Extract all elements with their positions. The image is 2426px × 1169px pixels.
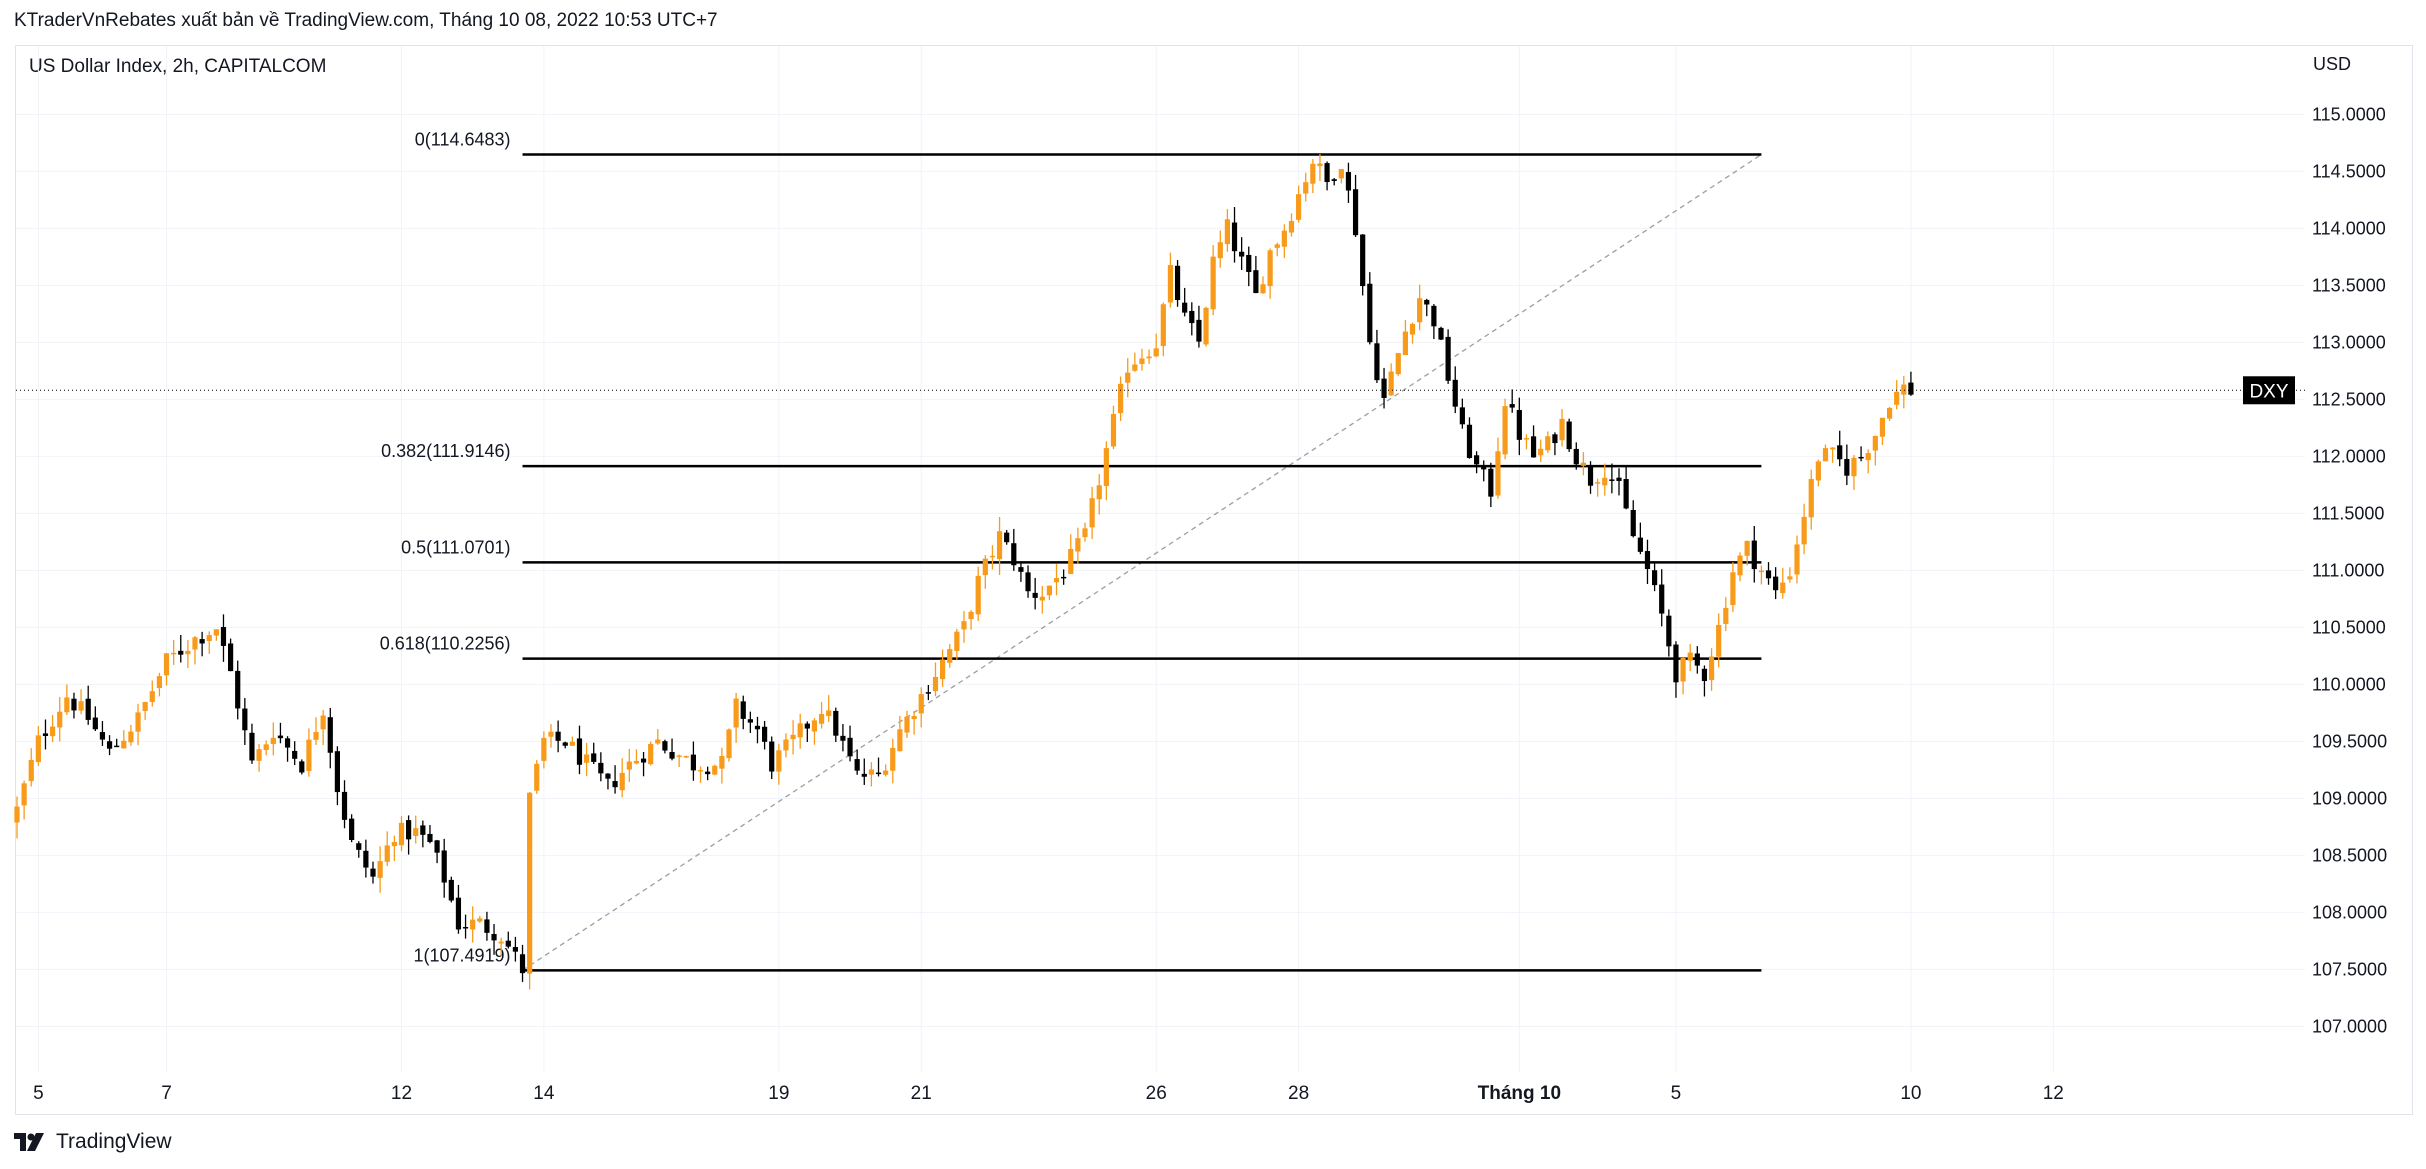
tradingview-logo-icon[interactable] [14,1133,48,1151]
symbol-title: US Dollar Index, 2h, CAPITALCOM [29,56,327,77]
chart-panel [15,45,2413,1115]
footer-brand[interactable]: TradingView [56,1130,172,1153]
footer: TradingView [14,1130,172,1154]
publish-attribution: KTraderVnRebates xuất bản về TradingView… [14,10,718,31]
